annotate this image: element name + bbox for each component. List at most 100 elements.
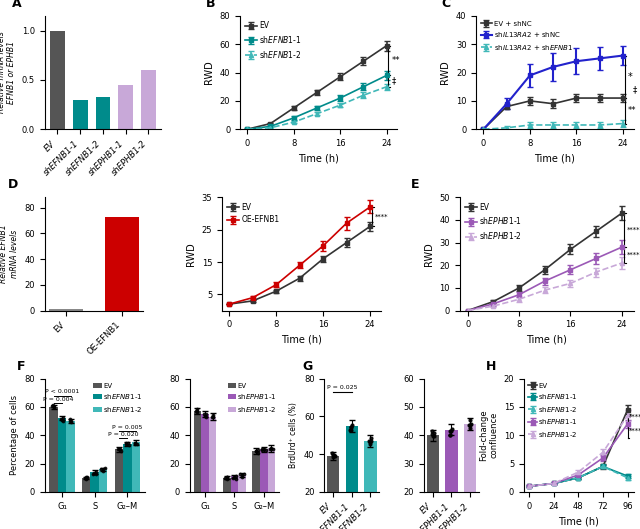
Point [265, 445, 275, 453]
Point [120, 440, 131, 448]
Y-axis label: Fold-change
confluence: Fold-change confluence [479, 409, 498, 461]
Point [347, 421, 357, 430]
Point [429, 432, 440, 440]
X-axis label: Time (h): Time (h) [558, 516, 599, 526]
Y-axis label: RWD: RWD [440, 61, 451, 85]
Point [328, 450, 339, 459]
Point [237, 472, 247, 481]
Bar [50, 31, 65, 129]
Bar [201, 414, 209, 492]
Y-axis label: RWD: RWD [204, 61, 214, 85]
X-axis label: Time (h): Time (h) [526, 335, 567, 345]
Point [116, 447, 126, 455]
Text: A: A [12, 0, 22, 10]
Bar [193, 411, 201, 492]
Text: H: H [486, 360, 496, 372]
Legend: EV, OE-EFNB1: EV, OE-EFNB1 [226, 201, 281, 226]
Bar [82, 478, 90, 492]
Bar [73, 99, 88, 129]
Point [366, 436, 376, 445]
Bar [464, 424, 476, 529]
Text: P = 0.005: P = 0.005 [112, 425, 143, 430]
Point [124, 441, 134, 449]
Point [257, 444, 268, 453]
Point [445, 430, 455, 439]
Legend: EV, sh$EPHB1$-1, sh$EPHB1$-2: EV, sh$EPHB1$-1, sh$EPHB1$-2 [463, 201, 524, 243]
Point [465, 421, 475, 430]
Point [207, 413, 218, 421]
Text: P = 0.004: P = 0.004 [43, 397, 73, 402]
Point [81, 473, 91, 481]
Point [96, 464, 106, 473]
Bar [427, 435, 439, 529]
Point [98, 467, 108, 475]
Text: ****: **** [629, 414, 640, 420]
Point [192, 407, 202, 415]
Bar [230, 477, 238, 492]
Text: ****: **** [629, 428, 640, 434]
Point [266, 444, 276, 453]
Bar [346, 426, 358, 529]
Point [257, 445, 268, 454]
Point [88, 470, 99, 478]
Point [328, 452, 339, 461]
Point [201, 413, 211, 421]
Point [122, 439, 132, 448]
Text: **: ** [391, 56, 400, 65]
Y-axis label: Relative EFNB1
mRNA levels: Relative EFNB1 mRNA levels [0, 225, 19, 283]
Point [237, 471, 247, 479]
Point [58, 414, 68, 423]
Bar [268, 448, 275, 492]
Point [65, 415, 76, 423]
Bar [238, 475, 246, 492]
Point [79, 474, 90, 482]
Point [365, 438, 375, 446]
Bar [223, 478, 230, 492]
Bar [131, 442, 140, 492]
Point [56, 415, 67, 423]
Text: C: C [442, 0, 451, 10]
Point [365, 433, 376, 442]
Text: D: D [8, 178, 18, 191]
Point [228, 474, 239, 482]
Text: P < 0.0001: P < 0.0001 [45, 389, 79, 395]
Legend: EV, sh$EFNB1$-1, sh$EFNB1$-2: EV, sh$EFNB1$-1, sh$EFNB1$-2 [93, 382, 143, 414]
Point [365, 440, 375, 449]
Point [251, 446, 261, 455]
Bar [49, 407, 58, 492]
Point [428, 430, 438, 438]
Point [91, 467, 101, 476]
Bar [105, 216, 139, 311]
Y-axis label: BrdUrd⁺ cells (%): BrdUrd⁺ cells (%) [289, 403, 298, 468]
Point [252, 446, 262, 454]
Point [92, 470, 102, 479]
Point [207, 412, 218, 421]
Bar [252, 451, 260, 492]
Y-axis label: RWD: RWD [424, 242, 434, 266]
Point [330, 452, 340, 461]
Text: ‡: ‡ [391, 77, 396, 86]
Text: P = 0.020: P = 0.020 [108, 432, 138, 437]
Point [364, 437, 374, 446]
Point [466, 419, 476, 428]
Point [100, 464, 110, 472]
Point [81, 475, 91, 483]
Bar [445, 430, 458, 529]
Bar [49, 309, 83, 311]
Point [49, 403, 59, 411]
Text: F: F [17, 360, 26, 372]
Point [65, 417, 76, 425]
Point [131, 440, 141, 448]
Point [113, 445, 124, 453]
Point [131, 439, 141, 447]
Point [66, 417, 76, 426]
Point [58, 417, 68, 425]
Legend: EV, sh$EFNB1$-1, sh$EFNB1$-2: EV, sh$EFNB1$-1, sh$EFNB1$-2 [244, 20, 303, 61]
Point [220, 474, 230, 482]
Point [251, 446, 261, 455]
Point [427, 427, 437, 435]
Point [115, 444, 125, 453]
Point [236, 470, 246, 479]
Point [266, 445, 276, 453]
Point [191, 405, 202, 414]
